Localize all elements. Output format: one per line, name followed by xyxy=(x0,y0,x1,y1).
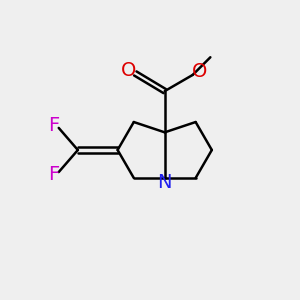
Text: F: F xyxy=(48,165,59,184)
Text: O: O xyxy=(191,62,207,82)
Text: F: F xyxy=(48,116,59,135)
Text: O: O xyxy=(121,61,136,80)
Text: N: N xyxy=(158,173,172,192)
